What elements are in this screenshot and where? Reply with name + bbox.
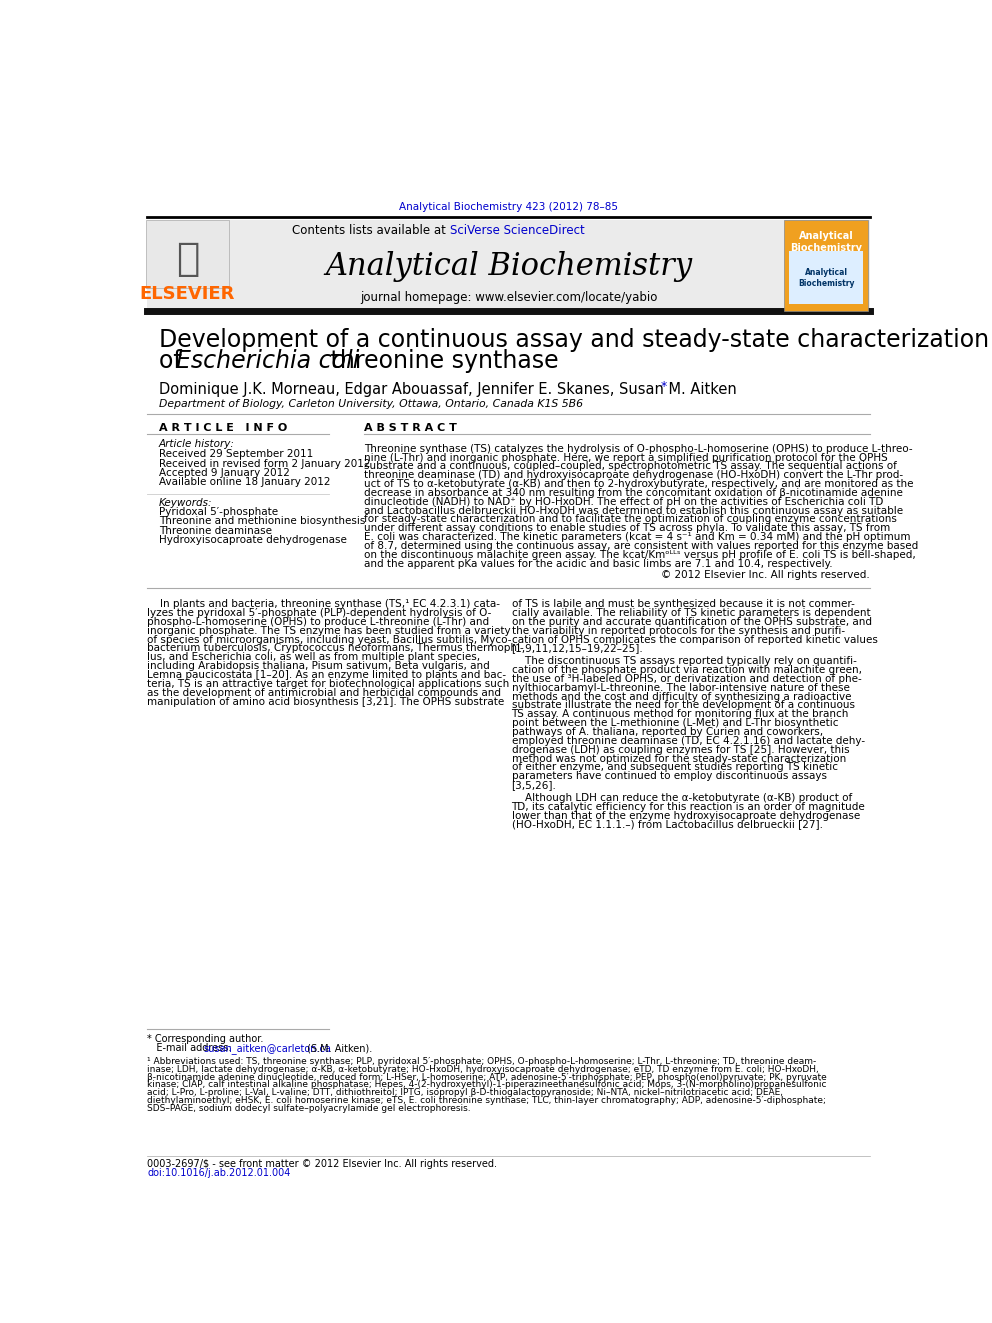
Text: employed threonine deaminase (TD, EC 4.2.1.16) and lactate dehy-: employed threonine deaminase (TD, EC 4.2… xyxy=(512,736,865,746)
Text: [1,9,11,12,15–19,22–25].: [1,9,11,12,15–19,22–25]. xyxy=(512,643,643,654)
Text: Analytical Biochemistry 423 (2012) 78–85: Analytical Biochemistry 423 (2012) 78–85 xyxy=(399,201,618,212)
Text: Threonine and methionine biosynthesis: Threonine and methionine biosynthesis xyxy=(159,516,365,527)
Text: method was not optimized for the steady-state characterization: method was not optimized for the steady-… xyxy=(512,754,846,763)
Text: threonine deaminase (TD) and hydroxyisocaproate dehydrogenase (HO-HxoDH) convert: threonine deaminase (TD) and hydroxyisoc… xyxy=(364,470,904,480)
Text: (HO-HxoDH, EC 1.1.1.–) from Lactobacillus delbrueckii [27].: (HO-HxoDH, EC 1.1.1.–) from Lactobacillu… xyxy=(512,819,822,830)
Text: Received 29 September 2011: Received 29 September 2011 xyxy=(159,450,313,459)
Text: of: of xyxy=(159,349,189,373)
Text: A R T I C L E   I N F O: A R T I C L E I N F O xyxy=(159,423,287,433)
Text: diethylaminoethyl; eHSK, E. coli homoserine kinase; eTS, E. coli threonine synth: diethylaminoethyl; eHSK, E. coli homoser… xyxy=(147,1095,826,1105)
Text: inase; LDH, lactate dehydrogenase; α-KB, α-ketobutyrate; HO-HxoDH, hydroxyisocap: inase; LDH, lactate dehydrogenase; α-KB,… xyxy=(147,1065,819,1074)
Text: Escherichia coli: Escherichia coli xyxy=(176,349,359,373)
Text: Although LDH can reduce the α-ketobutyrate (α-KB) product of: Although LDH can reduce the α-ketobutyra… xyxy=(512,792,852,803)
Text: Dominique J.K. Morneau, Edgar Abouassaf, Jennifer E. Skanes, Susan M. Aitken: Dominique J.K. Morneau, Edgar Abouassaf,… xyxy=(159,382,737,397)
Text: (S.M. Aitken).: (S.M. Aitken). xyxy=(304,1043,372,1053)
Text: parameters have continued to employ discontinuous assays: parameters have continued to employ disc… xyxy=(512,771,826,782)
Text: Department of Biology, Carleton University, Ottawa, Ontario, Canada K1S 5B6: Department of Biology, Carleton Universi… xyxy=(159,398,583,409)
Text: inorganic phosphate. The TS enzyme has been studied from a variety: inorganic phosphate. The TS enzyme has b… xyxy=(147,626,511,636)
Text: A B S T R A C T: A B S T R A C T xyxy=(364,423,457,433)
Text: ELSEVIER: ELSEVIER xyxy=(140,284,235,303)
FancyBboxPatch shape xyxy=(785,221,868,311)
Text: Contents lists available at: Contents lists available at xyxy=(292,224,449,237)
Text: *: * xyxy=(661,380,667,393)
Text: Article history:: Article history: xyxy=(159,439,235,450)
Text: substrate and a continuous, coupled–coupled, spectrophotometric TS assay. The se: substrate and a continuous, coupled–coup… xyxy=(364,462,897,471)
Text: and Lactobacillus delbrueckii HO-HxoDH was determined to establish this continuo: and Lactobacillus delbrueckii HO-HxoDH w… xyxy=(364,505,904,516)
Text: nine (L-Thr) and inorganic phosphate. Here, we report a simplified purification : nine (L-Thr) and inorganic phosphate. He… xyxy=(364,452,888,463)
Text: 0003-2697/$ - see front matter © 2012 Elsevier Inc. All rights reserved.: 0003-2697/$ - see front matter © 2012 El… xyxy=(147,1159,497,1170)
Text: under different assay conditions to enable studies of TS across phyla. To valida: under different assay conditions to enab… xyxy=(364,524,891,533)
Text: on the discontinuous malachite green assay. The kcat/Kmᵒᴸᴸˢ versus pH profile of: on the discontinuous malachite green ass… xyxy=(364,550,916,560)
Text: The discontinuous TS assays reported typically rely on quantifi-: The discontinuous TS assays reported typ… xyxy=(512,656,856,667)
Text: Development of a continuous assay and steady-state characterization: Development of a continuous assay and st… xyxy=(159,328,989,352)
Text: E-mail address:: E-mail address: xyxy=(147,1043,235,1053)
Text: lus, and Escherichia coli, as well as from multiple plant species,: lus, and Escherichia coli, as well as fr… xyxy=(147,652,480,663)
Text: susan_aitken@carleton.ca: susan_aitken@carleton.ca xyxy=(203,1043,331,1053)
Text: © 2012 Elsevier Inc. All rights reserved.: © 2012 Elsevier Inc. All rights reserved… xyxy=(661,570,870,579)
Text: teria, TS is an attractive target for biotechnological applications such: teria, TS is an attractive target for bi… xyxy=(147,679,510,689)
Text: manipulation of amino acid biosynthesis [3,21]. The OPHS substrate: manipulation of amino acid biosynthesis … xyxy=(147,697,505,706)
Text: for steady-state characterization and to facilitate the optimization of coupling: for steady-state characterization and to… xyxy=(364,515,897,524)
Text: pathways of A. thaliana, reported by Curien and coworkers,: pathways of A. thaliana, reported by Cur… xyxy=(512,728,822,737)
Text: TS assay. A continuous method for monitoring flux at the branch: TS assay. A continuous method for monito… xyxy=(512,709,849,720)
Text: the variability in reported protocols for the synthesis and purifi-: the variability in reported protocols fo… xyxy=(512,626,844,636)
Text: Analytical
Biochemistry: Analytical Biochemistry xyxy=(798,269,854,288)
Text: dinucleotide (NADH) to NAD⁺ by HO-HxoDH. The effect of pH on the activities of E: dinucleotide (NADH) to NAD⁺ by HO-HxoDH.… xyxy=(364,497,884,507)
Text: 🌳: 🌳 xyxy=(176,239,199,278)
Text: cially available. The reliability of TS kinetic parameters is dependent: cially available. The reliability of TS … xyxy=(512,609,870,618)
Text: lower than that of the enzyme hydroxyisocaproate dehydrogenase: lower than that of the enzyme hydroxyiso… xyxy=(512,811,860,820)
Text: Hydroxyisocaproate dehydrogenase: Hydroxyisocaproate dehydrogenase xyxy=(159,534,347,545)
Text: doi:10.1016/j.ab.2012.01.004: doi:10.1016/j.ab.2012.01.004 xyxy=(147,1168,291,1177)
Text: nylthiocarbamyl-L-threonine. The labor-intensive nature of these: nylthiocarbamyl-L-threonine. The labor-i… xyxy=(512,683,849,693)
Text: including Arabidopsis thaliana, Pisum sativum, Beta vulgaris, and: including Arabidopsis thaliana, Pisum sa… xyxy=(147,662,490,671)
Text: of TS is labile and must be synthesized because it is not commer-: of TS is labile and must be synthesized … xyxy=(512,599,854,609)
Text: E. coli was characterized. The kinetic parameters (kcat = 4 s⁻¹ and Km = 0.34 mM: E. coli was characterized. The kinetic p… xyxy=(364,532,911,542)
Text: substrate illustrate the need for the development of a continuous: substrate illustrate the need for the de… xyxy=(512,700,854,710)
Text: Keywords:: Keywords: xyxy=(159,497,212,508)
Text: lyzes the pyridoxal 5′-phosphate (PLP)-dependent hydrolysis of O-: lyzes the pyridoxal 5′-phosphate (PLP)-d… xyxy=(147,609,492,618)
Text: Accepted 9 January 2012: Accepted 9 January 2012 xyxy=(159,468,290,478)
Text: In plants and bacteria, threonine synthase (TS,¹ EC 4.2.3.1) cata-: In plants and bacteria, threonine syntha… xyxy=(147,599,500,609)
Text: of 8.7, determined using the continuous assay, are consistent with values report: of 8.7, determined using the continuous … xyxy=(364,541,919,552)
Text: Lemna paucicostata [1–20]. As an enzyme limited to plants and bac-: Lemna paucicostata [1–20]. As an enzyme … xyxy=(147,669,506,680)
FancyBboxPatch shape xyxy=(147,221,870,308)
Text: point between the L-methionine (L-Met) and L-Thr biosynthetic: point between the L-methionine (L-Met) a… xyxy=(512,718,838,728)
Text: Received in revised form 2 January 2012: Received in revised form 2 January 2012 xyxy=(159,459,370,468)
Text: and the apparent pKa values for the acidic and basic limbs are 7.1 and 10.4, res: and the apparent pKa values for the acid… xyxy=(364,558,833,569)
Text: cation of OPHS complicates the comparison of reported kinetic values: cation of OPHS complicates the compariso… xyxy=(512,635,877,644)
FancyBboxPatch shape xyxy=(789,251,863,303)
Text: Pyridoxal 5′-phosphate: Pyridoxal 5′-phosphate xyxy=(159,507,278,517)
Text: the use of ³H-labeled OPHS, or derivatization and detection of phe-: the use of ³H-labeled OPHS, or derivatiz… xyxy=(512,673,861,684)
Text: drogenase (LDH) as coupling enzymes for TS [25]. However, this: drogenase (LDH) as coupling enzymes for … xyxy=(512,745,849,754)
Text: methods and the cost and difficulty of synthesizing a radioactive: methods and the cost and difficulty of s… xyxy=(512,692,851,701)
Text: threonine synthase: threonine synthase xyxy=(323,349,558,373)
Text: decrease in absorbance at 340 nm resulting from the concomitant oxidation of β-n: decrease in absorbance at 340 nm resulti… xyxy=(364,488,903,497)
Text: Threonine deaminase: Threonine deaminase xyxy=(159,525,272,536)
Text: kinase; CIAP, calf intestinal alkaline phosphatase; Hepes, 4-(2-hydroxyethyl)-1-: kinase; CIAP, calf intestinal alkaline p… xyxy=(147,1081,826,1089)
Text: journal homepage: www.elsevier.com/locate/yabio: journal homepage: www.elsevier.com/locat… xyxy=(360,291,657,304)
Text: TD, its catalytic efficiency for this reaction is an order of magnitude: TD, its catalytic efficiency for this re… xyxy=(512,802,865,812)
FancyBboxPatch shape xyxy=(146,221,229,288)
Text: SDS–PAGE, sodium dodecyl sulfate–polyacrylamide gel electrophoresis.: SDS–PAGE, sodium dodecyl sulfate–polyacr… xyxy=(147,1103,471,1113)
Text: Analytical
Biochemistry: Analytical Biochemistry xyxy=(791,232,862,253)
Text: of species of microorganisms, including yeast, Bacillus subtilis, Myco-: of species of microorganisms, including … xyxy=(147,635,512,644)
Text: Available online 18 January 2012: Available online 18 January 2012 xyxy=(159,478,330,487)
Text: phospho-L-homoserine (OPHS) to produce L-threonine (L-Thr) and: phospho-L-homoserine (OPHS) to produce L… xyxy=(147,617,489,627)
Text: [3,5,26].: [3,5,26]. xyxy=(512,781,557,790)
Text: SciVerse ScienceDirect: SciVerse ScienceDirect xyxy=(449,224,584,237)
Text: bacterium tuberculosis, Cryptococcus neoformans, Thermus thermophi-: bacterium tuberculosis, Cryptococcus neo… xyxy=(147,643,524,654)
Text: ¹ Abbreviations used: TS, threonine synthase; PLP, pyridoxal 5′-phosphate; OPHS,: ¹ Abbreviations used: TS, threonine synt… xyxy=(147,1057,816,1066)
Text: of either enzyme, and subsequent studies reporting TS kinetic: of either enzyme, and subsequent studies… xyxy=(512,762,837,773)
Text: on the purity and accurate quantification of the OPHS substrate, and: on the purity and accurate quantificatio… xyxy=(512,617,872,627)
Text: * Corresponding author.: * Corresponding author. xyxy=(147,1033,264,1044)
Text: Threonine synthase (TS) catalyzes the hydrolysis of O-phospho-L-homoserine (OPHS: Threonine synthase (TS) catalyzes the hy… xyxy=(364,443,913,454)
Text: uct of TS to α-ketobutyrate (α-KB) and then to 2-hydroxybutyrate, respectively, : uct of TS to α-ketobutyrate (α-KB) and t… xyxy=(364,479,914,490)
Text: as the development of antimicrobial and herbicidal compounds and: as the development of antimicrobial and … xyxy=(147,688,501,697)
Text: acid; L-Pro, L-proline; L-Val, L-valine; DTT, dithiothreitol; IPTG, isopropyl β-: acid; L-Pro, L-proline; L-Val, L-valine;… xyxy=(147,1088,784,1097)
Text: β-nicotinamide adenine dinucleotide, reduced form; L-HSer, L-homoserine; ATP, ad: β-nicotinamide adenine dinucleotide, red… xyxy=(147,1073,827,1082)
Text: cation of the phosphate product via reaction with malachite green,: cation of the phosphate product via reac… xyxy=(512,665,861,675)
Text: Analytical Biochemistry: Analytical Biochemistry xyxy=(324,251,692,282)
